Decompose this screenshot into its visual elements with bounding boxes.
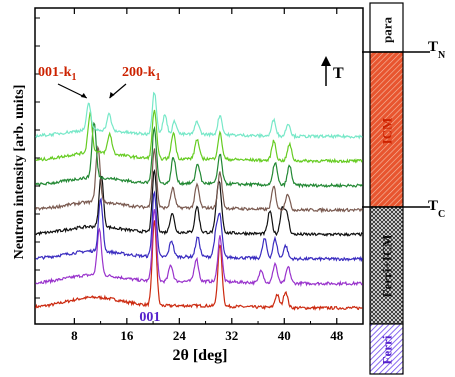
phase-label: Ferri: [380, 335, 395, 364]
boundary-label: TN: [428, 39, 446, 61]
x-tick-label: 40: [278, 328, 291, 343]
peak-labels: 001-k1 200-k1 001: [38, 65, 160, 325]
temperature-arrow-head: [321, 56, 331, 66]
y-axis-label: Neutron intensity [arb. units]: [12, 85, 27, 260]
series-line: [35, 121, 363, 189]
phase-segment: [369, 323, 404, 375]
x-tick-label: 48: [330, 328, 344, 343]
series-line: [35, 209, 363, 288]
boundary-label: TC: [428, 198, 445, 220]
x-tick-label: 8: [71, 328, 78, 343]
phase-segment: [369, 2, 404, 53]
temperature-arrow-label: T: [333, 65, 344, 82]
x-tick-label: 24: [173, 328, 187, 343]
peak-label-001-k1: 001-k1: [38, 65, 76, 83]
peak-label-200-k1: 200-k1: [122, 65, 160, 83]
x-tick-label: 16: [120, 328, 134, 343]
phase-label: Ferri+ICM: [380, 235, 395, 298]
series-line: [35, 91, 363, 140]
series-line: [35, 109, 363, 164]
series-line: [35, 220, 363, 311]
peak-label-001: 001: [139, 310, 160, 325]
peak-arrowhead-001-k1: [80, 93, 87, 98]
phase-label: para: [380, 17, 395, 44]
series-line: [35, 190, 363, 263]
series-layer: [35, 91, 363, 311]
series-line: [35, 145, 363, 214]
plot-frame: [34, 7, 364, 325]
phase-segment: [369, 206, 404, 325]
series-line: [35, 168, 363, 237]
phase-bar: para ICM Ferri+ICM Ferri TN TC: [362, 2, 446, 375]
x-axis-label: 2θ [deg]: [172, 347, 227, 364]
x-ticks: 8 16 24 32 40 48: [35, 8, 344, 343]
x-tick-label: 32: [225, 328, 238, 343]
phase-label: ICM: [380, 118, 395, 145]
peak-arrowhead-200-k1: [109, 92, 115, 98]
